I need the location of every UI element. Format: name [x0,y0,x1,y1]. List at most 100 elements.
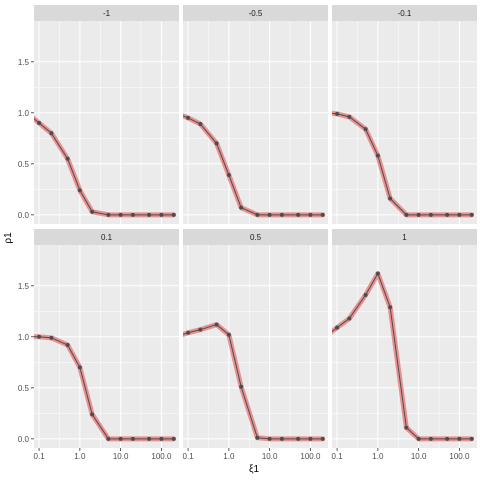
series-group [34,334,177,442]
data-point [90,412,95,417]
data-point [239,205,244,210]
x-tick-label: 10.0 [262,452,278,461]
x-tick-label: 0.1 [34,452,46,461]
series-line [332,112,472,216]
data-point [445,212,450,217]
panel-background [34,21,179,224]
data-point [186,330,191,335]
data-point [171,436,176,441]
data-point [147,436,152,441]
data-point [457,212,462,217]
facet-strip-label: 0.5 [250,233,262,242]
y-tick-label: 1.0 [18,333,30,342]
series-group [34,115,177,218]
data-point [279,212,284,217]
data-point [308,436,313,441]
x-tick-label: 1.0 [372,452,384,461]
data-point [226,173,231,178]
data-point [267,212,272,217]
data-point [147,212,152,217]
data-point [77,188,82,193]
x-tick-label: 1.0 [74,452,86,461]
data-point [267,436,272,441]
series-line [332,272,472,440]
data-point [255,435,260,440]
data-point [428,212,433,217]
facet-strip [183,5,328,21]
data-point [445,436,450,441]
facet-strip-label: 0.1 [101,233,113,242]
data-point [65,342,70,347]
series-line [34,336,174,440]
data-point [320,436,325,441]
gridlines [183,245,328,448]
data-point [404,212,409,217]
data-point [457,436,462,441]
x-tick-label: 100.0 [300,452,321,461]
facet-panel: 0.1 [34,229,179,448]
facet-strip-label: -0.5 [249,9,263,18]
y-axis-title: ρ1 [3,232,14,244]
facet-panel: -0.5 [183,5,328,224]
data-point [37,334,42,339]
x-tick-label: 10.0 [411,452,427,461]
series-line [183,115,323,216]
panel-background [183,21,328,224]
y-tick-label: 0.5 [18,384,30,393]
x-tick-label: 0.1 [183,452,195,461]
data-point [308,212,313,217]
data-point [226,332,231,337]
gridlines [183,21,328,224]
data-point [159,212,164,217]
data-point [428,436,433,441]
data-point [49,335,54,340]
data-point [77,365,82,370]
facet-panel: -1 [34,5,179,224]
x-tick-label: 0.1 [332,452,344,461]
y-tick-label: 1.5 [18,282,30,291]
data-point [363,127,368,132]
facet-strip-label: 1 [402,233,407,242]
data-point [469,212,474,217]
data-point [320,212,325,217]
facet-strip [183,229,328,245]
panel-background [34,245,179,448]
data-point [130,212,135,217]
x-tick-label: 1.0 [223,452,235,461]
data-point [106,436,111,441]
data-point [335,325,340,330]
facet-strip-label: -0.1 [398,9,412,18]
data-point [37,121,42,126]
x-tick-label: 100.0 [151,452,172,461]
series-group [183,322,326,442]
data-point [198,327,203,332]
data-point [375,271,380,276]
series-group [332,110,475,218]
data-point [347,316,352,321]
data-point [214,322,219,327]
data-point [388,305,393,310]
data-point [239,384,244,389]
x-axis-title: ξ1 [249,464,259,475]
panel-background [183,245,328,448]
data-point [171,212,176,217]
y-tick-label: 0.5 [18,160,30,169]
data-point [375,153,380,158]
series-line [34,118,174,216]
data-point [118,436,123,441]
data-point [416,212,421,217]
data-point [296,212,301,217]
data-point [279,436,284,441]
data-point [469,436,474,441]
facet-panel: 1 [332,229,477,448]
facet-panel: -0.1 [332,5,477,224]
data-point [347,114,352,119]
facet-strip [332,5,477,21]
data-point [186,115,191,120]
data-point [335,111,340,116]
series-group [332,271,475,442]
data-point [159,436,164,441]
facet-panel: 0.5 [183,229,328,448]
data-point [296,436,301,441]
facet-strip [34,5,179,21]
